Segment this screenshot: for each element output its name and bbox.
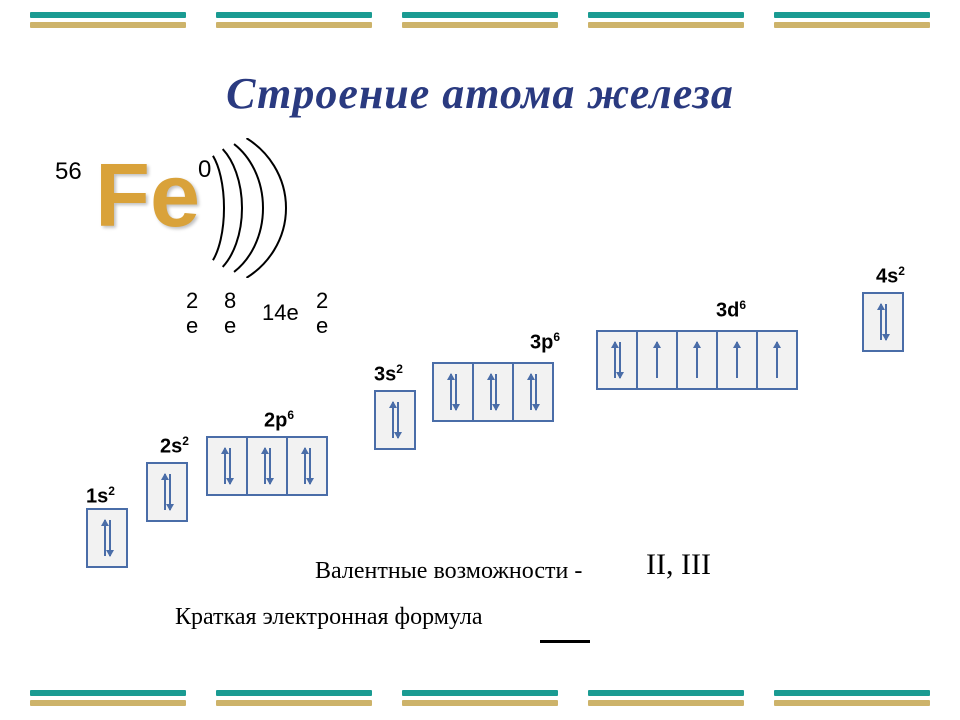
spin-down-icon [397,402,399,438]
shell-electron-count: 14е [262,300,299,325]
orbital-box [636,330,678,390]
orbital-box [756,330,798,390]
spin-down-icon [495,374,497,410]
spin-up-icon [696,342,698,378]
orbital-group-3p [432,362,554,422]
orbital-group-1s [86,508,128,568]
orbital-box [676,330,718,390]
orbital-group-3s [374,390,416,450]
orbital-label-2p: 2p6 [264,408,294,433]
shell-electron-count: 2е [316,288,328,339]
orbital-label-1s: 1s2 [86,484,115,509]
valence-label: Валентные возможности - [315,558,582,585]
orbital-box [374,390,416,450]
spin-down-icon [269,448,271,484]
orbital-box [206,436,248,496]
orbital-label-4s: 4s2 [876,264,905,289]
orbital-group-3d [596,330,798,390]
spin-down-icon [535,374,537,410]
shell-electron-count: 2е [186,288,198,339]
orbital-box [432,362,474,422]
orbital-group-2s [146,462,188,522]
spin-down-icon [885,304,887,340]
orbital-box [716,330,758,390]
orbital-group-2p [206,436,328,496]
orbital-box [286,436,328,496]
orbital-box [246,436,288,496]
valence-values: II, III [646,548,711,582]
orbital-box [862,292,904,352]
spin-down-icon [169,474,171,510]
orbital-label-3d: 3d6 [716,298,746,323]
orbital-box [596,330,638,390]
spin-down-icon [229,448,231,484]
orbital-label-2s: 2s2 [160,434,189,459]
short-formula-label: Краткая электронная формула [175,604,482,631]
spin-down-icon [455,374,457,410]
orbital-box [86,508,128,568]
shell-electron-count: 8е [224,288,236,339]
spin-down-icon [619,342,621,378]
orbital-box [512,362,554,422]
orbital-box [472,362,514,422]
orbital-label-3p: 3p6 [530,330,560,355]
orbital-group-4s [862,292,904,352]
spin-down-icon [309,448,311,484]
spin-up-icon [736,342,738,378]
spin-down-icon [109,520,111,556]
spin-up-icon [776,342,778,378]
spin-up-icon [656,342,658,378]
orbital-label-3s: 3s2 [374,362,403,387]
orbital-box [146,462,188,522]
formula-underline [540,640,590,643]
